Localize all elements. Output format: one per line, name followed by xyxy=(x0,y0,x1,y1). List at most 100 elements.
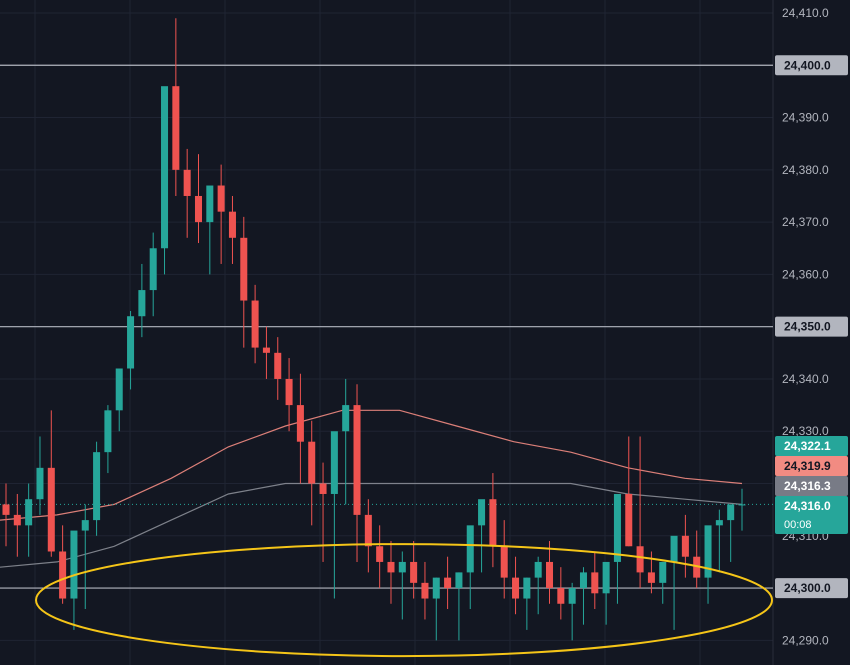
candle-body xyxy=(534,561,542,578)
candle-body xyxy=(127,316,135,369)
candle-body xyxy=(353,405,361,515)
candle xyxy=(545,541,554,604)
candle-body xyxy=(478,499,486,526)
y-tick-label: 24,370.0 xyxy=(782,215,829,229)
candle xyxy=(59,525,67,604)
candle-body xyxy=(364,514,372,547)
level-tag-background xyxy=(775,316,848,337)
candle xyxy=(342,378,350,505)
candle xyxy=(602,561,610,625)
price-tag-label: 24,319.9 xyxy=(784,459,831,473)
ellipse-annotation[interactable] xyxy=(35,543,773,658)
candle xyxy=(478,499,486,573)
candle-body xyxy=(194,195,203,223)
candle-body xyxy=(444,577,452,589)
candle-body xyxy=(512,577,520,599)
candle xyxy=(115,368,123,432)
candles xyxy=(2,18,746,641)
y-tick-label: 24,410.0 xyxy=(782,6,829,20)
y-tick-label: 24,360.0 xyxy=(782,267,829,281)
candle xyxy=(523,577,531,630)
y-tick-label: 24,390.0 xyxy=(782,111,829,125)
candle xyxy=(410,541,418,599)
level-price-tag: 24,300.0 xyxy=(775,578,848,599)
price-tag: 24,316.3 xyxy=(775,476,848,496)
candle xyxy=(138,263,146,338)
candle-body xyxy=(421,582,429,599)
candle-body xyxy=(70,530,78,599)
candle xyxy=(93,441,101,536)
price-tag-label: 24,322.1 xyxy=(784,439,831,453)
candle xyxy=(455,572,463,641)
candle-body xyxy=(217,185,225,212)
candle xyxy=(217,164,225,264)
candle-body xyxy=(613,493,621,562)
candle-body xyxy=(455,572,463,589)
candle-body xyxy=(285,378,293,406)
level-tag-label: 24,300.0 xyxy=(784,581,831,595)
candle xyxy=(557,567,565,620)
level-price-tag: 24,400.0 xyxy=(775,55,848,76)
candle-body xyxy=(93,452,101,521)
candle-body xyxy=(183,169,191,196)
candle-body xyxy=(466,525,474,573)
candle xyxy=(512,556,520,615)
candle xyxy=(36,436,44,515)
candle-body xyxy=(738,504,746,506)
candle xyxy=(704,525,712,604)
candle xyxy=(364,499,372,573)
price-tag: 24,316.0 00:08 xyxy=(775,496,848,534)
candle xyxy=(25,483,33,557)
candle xyxy=(81,504,89,609)
candle xyxy=(70,530,78,630)
candle xyxy=(104,405,112,474)
candle xyxy=(568,582,576,641)
candle xyxy=(296,373,304,484)
y-tick-label: 24,380.0 xyxy=(782,163,829,177)
candle-body xyxy=(251,300,259,348)
y-tick-label: 24,340.0 xyxy=(782,372,829,386)
candle xyxy=(183,148,191,238)
candle xyxy=(194,154,203,244)
candle xyxy=(444,556,452,609)
candle xyxy=(172,18,180,196)
candle xyxy=(149,232,157,317)
price-tag-label: 24,316.3 xyxy=(784,479,831,493)
candle-body xyxy=(330,431,338,494)
candle-body xyxy=(104,410,112,453)
level-tag-background xyxy=(775,55,848,76)
candle xyxy=(613,493,621,604)
candle xyxy=(636,436,644,589)
candle-body xyxy=(681,535,689,557)
candle-body xyxy=(149,248,157,291)
candle-body xyxy=(161,86,169,249)
candle-body xyxy=(715,520,723,526)
candle-body xyxy=(523,577,531,599)
candle xyxy=(591,551,599,609)
candle xyxy=(13,493,21,557)
candle xyxy=(738,488,746,531)
price-tags: 24,400.0 24,350.0 24,300.0 24,322.1 24,319.9… xyxy=(775,55,848,599)
candle xyxy=(376,525,384,589)
candle-body xyxy=(625,493,633,547)
candle-body xyxy=(296,405,304,442)
candle-body xyxy=(579,572,587,589)
candle xyxy=(625,436,633,547)
candle-body xyxy=(432,577,440,599)
annotations[interactable] xyxy=(35,543,773,658)
candle-body xyxy=(240,237,248,301)
candle-body xyxy=(342,405,350,432)
candle-body xyxy=(410,561,418,583)
candle xyxy=(466,525,474,609)
level-price-tag: 24,350.0 xyxy=(775,316,848,337)
candle-body xyxy=(557,588,565,604)
candle-body xyxy=(206,185,214,223)
candle-body xyxy=(670,535,678,562)
candle-body xyxy=(228,211,236,238)
price-tag: 24,319.9 xyxy=(775,456,848,476)
candle xyxy=(659,561,667,604)
candle xyxy=(398,551,406,620)
candle-body xyxy=(398,561,406,573)
candle-body xyxy=(319,483,327,494)
